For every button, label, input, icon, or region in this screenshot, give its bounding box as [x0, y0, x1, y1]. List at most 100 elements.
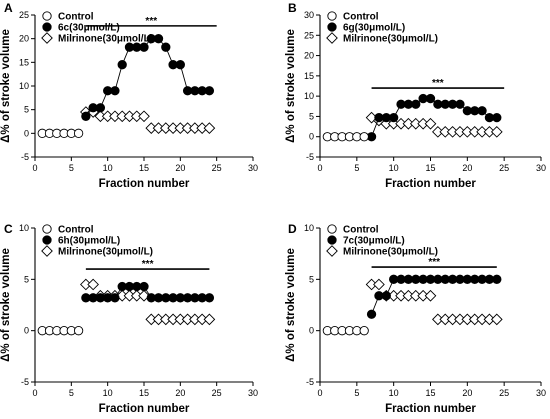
y-axis-title: Δ% of stroke volume	[285, 29, 297, 143]
data-point	[117, 60, 127, 70]
x-axis-title: Fraction number	[385, 178, 476, 190]
series-circle-open	[37, 326, 84, 336]
x-tick-label: 15	[425, 388, 435, 398]
legend-label: Control	[58, 225, 94, 236]
data-point	[490, 313, 503, 326]
x-tick-label: 20	[462, 388, 472, 398]
data-point	[477, 106, 487, 116]
y-tick-label: 10	[304, 223, 314, 233]
x-tick-label: 0	[32, 163, 37, 173]
legend-marker	[42, 235, 52, 245]
panel-letter: A	[4, 1, 13, 15]
series-diamond-open	[80, 106, 216, 134]
series-circle-open	[322, 132, 369, 142]
x-tick-label: 0	[317, 163, 322, 173]
x-tick-label: 15	[139, 163, 149, 173]
y-tick-label: 10	[19, 81, 29, 91]
legend-label: 6h(30μmol/L)	[58, 236, 120, 247]
series-circle-open	[37, 128, 84, 138]
data-point	[425, 93, 436, 104]
data-point	[203, 313, 216, 326]
x-tick-label: 25	[212, 388, 222, 398]
series-circle-filled	[366, 274, 502, 319]
series-circle-open	[322, 326, 369, 336]
y-tick-label: 0	[24, 128, 29, 138]
series-circle-filled	[366, 93, 502, 142]
series-line	[85, 38, 210, 117]
legend-label: 6c(30μmol/L)	[58, 23, 120, 34]
data-point	[204, 86, 215, 96]
data-point	[81, 111, 91, 121]
data-point	[110, 293, 120, 303]
y-tick-label: -5	[21, 152, 29, 162]
data-point	[424, 289, 437, 302]
series-circle-filled	[81, 34, 215, 121]
panel-letter: C	[4, 222, 13, 236]
y-tick-label: 20	[304, 51, 314, 61]
series-circle-filled	[81, 281, 215, 303]
y-tick-label: 0	[309, 326, 314, 336]
legend-label: Milrinone(30μmol/L)	[343, 247, 438, 258]
x-tick-label: 25	[499, 388, 509, 398]
legend-marker	[41, 245, 53, 257]
y-tick-label: 25	[19, 10, 29, 20]
data-point	[95, 103, 106, 113]
x-tick-label: 5	[69, 163, 74, 173]
x-tick-label: 20	[175, 388, 185, 398]
y-tick-label: 10	[304, 91, 314, 101]
x-tick-label: 5	[69, 388, 74, 398]
y-tick-label: 10	[19, 223, 29, 233]
y-tick-label: 15	[304, 71, 314, 81]
legend-label: Milrinone(30μmol/L)	[58, 34, 153, 45]
legend-marker	[327, 11, 337, 21]
legend-label: Milrinone(30μmol/L)	[58, 247, 153, 258]
data-point	[110, 86, 120, 96]
x-axis-title: Fraction number	[99, 178, 190, 190]
x-tick-label: 10	[103, 388, 113, 398]
legend-marker	[327, 235, 337, 245]
legend-marker	[42, 11, 52, 21]
x-tick-label: 20	[462, 163, 472, 173]
x-tick-label: 30	[248, 388, 258, 398]
legend-label: 7c(30μmol/L)	[343, 236, 405, 247]
legend-marker	[326, 245, 338, 257]
y-tick-label: -5	[306, 377, 314, 387]
data-point	[366, 309, 377, 319]
y-tick-label: 25	[304, 30, 314, 40]
y-tick-label: -5	[306, 152, 314, 162]
x-tick-label: 10	[103, 163, 113, 173]
data-point	[389, 112, 399, 123]
data-point	[175, 60, 185, 70]
y-tick-label: 0	[24, 326, 29, 336]
legend-marker	[327, 22, 337, 32]
data-point	[455, 99, 465, 109]
data-point	[161, 42, 171, 52]
data-point	[139, 281, 149, 292]
panel-letter: D	[288, 222, 297, 236]
legend-label: Control	[58, 12, 94, 23]
legend-marker	[327, 224, 337, 234]
data-point	[359, 326, 369, 336]
significance-label: ***	[428, 257, 440, 268]
data-point	[73, 128, 84, 138]
y-tick-label: 0	[309, 132, 314, 142]
data-point	[139, 42, 149, 52]
data-point	[381, 291, 391, 301]
x-tick-label: 10	[389, 163, 399, 173]
x-tick-label: 25	[499, 163, 509, 173]
legend-marker	[42, 22, 52, 32]
legend-marker	[42, 224, 52, 234]
x-tick-label: 5	[354, 388, 359, 398]
legend-marker	[326, 32, 338, 44]
data-point	[138, 110, 150, 123]
x-tick-label: 25	[212, 163, 222, 173]
data-point	[203, 122, 216, 134]
y-tick-label: 30	[304, 10, 314, 20]
x-tick-label: 30	[536, 163, 546, 173]
legend-marker	[41, 32, 53, 44]
series-diamond-open	[365, 278, 503, 326]
